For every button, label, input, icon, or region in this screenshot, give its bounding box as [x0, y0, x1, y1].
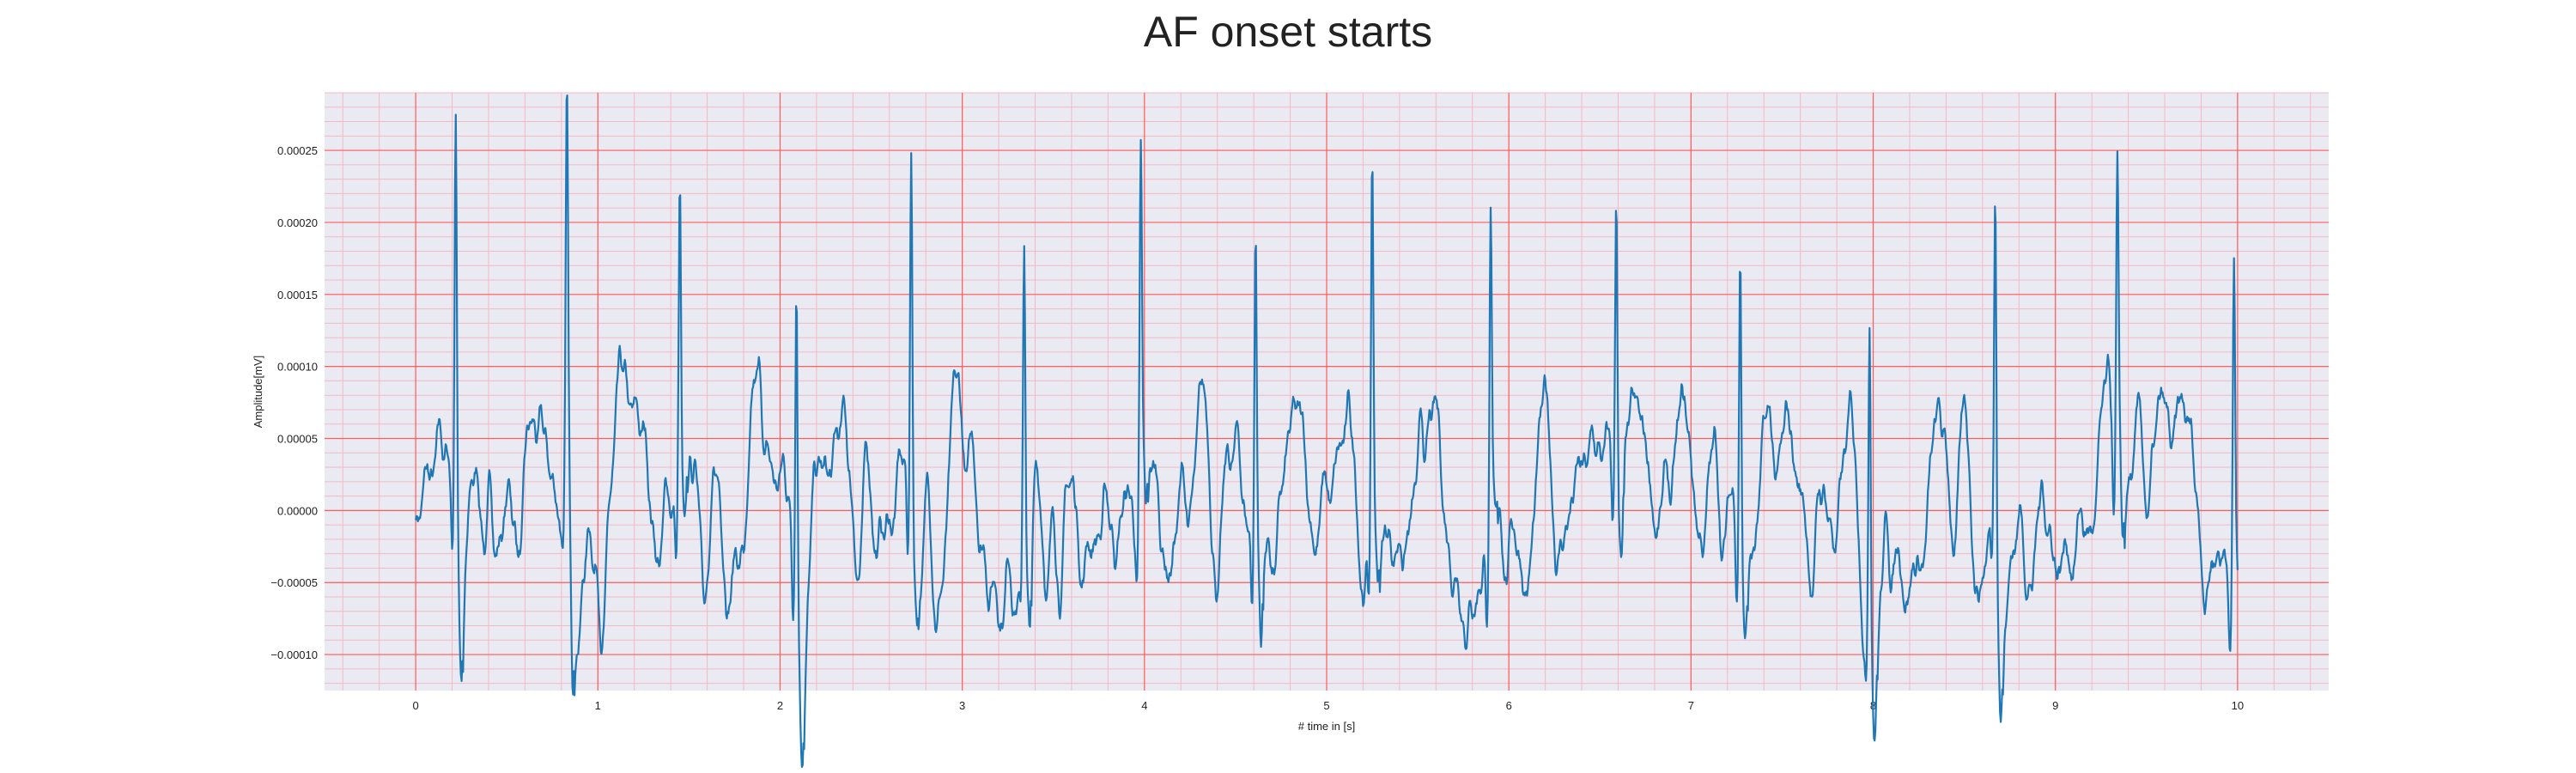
y-tick-labels: −0.00010 −0.00005 0.00000 0.00005 0.00010 0.0… — [270, 144, 318, 661]
chart-title: AF onset starts — [1143, 8, 1433, 56]
y-axis-label: Amplitude[mV] — [252, 356, 264, 429]
x-tick-label: 0 — [412, 699, 418, 712]
major-grid — [325, 93, 2329, 691]
x-tick-label: 2 — [777, 699, 783, 712]
x-tick-label: 7 — [1688, 699, 1694, 712]
ecg-series-line — [415, 94, 2239, 768]
x-tick-label: 5 — [1323, 699, 1329, 712]
x-tick-label: 3 — [959, 699, 965, 712]
x-tick-labels: 0 1 2 3 4 5 6 7 8 9 10 — [412, 699, 2244, 712]
y-tick-label: 0.00025 — [277, 144, 318, 157]
y-tick-label: 0.00005 — [277, 433, 318, 446]
y-tick-label: 0.00020 — [277, 216, 318, 229]
y-tick-label: 0.00000 — [277, 504, 318, 517]
x-tick-label: 6 — [1506, 699, 1512, 712]
y-tick-label: 0.00010 — [277, 361, 318, 374]
x-axis-label: # time in [s] — [1298, 720, 1355, 733]
x-tick-label: 4 — [1141, 699, 1147, 712]
y-tick-label: −0.00010 — [270, 648, 318, 661]
y-tick-label: −0.00005 — [270, 576, 318, 589]
y-tick-label: 0.00015 — [277, 289, 318, 301]
x-tick-label: 10 — [2232, 699, 2244, 712]
x-tick-label: 1 — [595, 699, 601, 712]
x-tick-label: 9 — [2052, 699, 2058, 712]
